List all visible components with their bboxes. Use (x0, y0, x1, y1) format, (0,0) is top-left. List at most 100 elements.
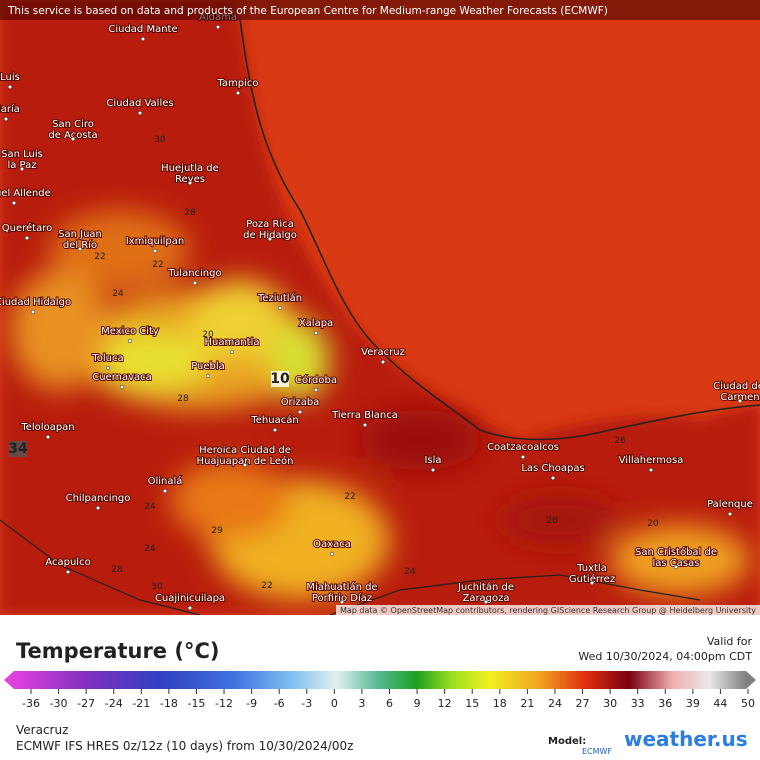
tick-label: -36 (22, 697, 40, 710)
city-label: Las Choapas (521, 463, 584, 474)
contour-label: 28 (546, 516, 558, 526)
city-dot (77, 246, 83, 252)
city-label: Huamantla (204, 337, 259, 348)
city-label: Ixmiquilpan (126, 236, 184, 247)
city-label: Tulancingo (167, 268, 221, 279)
city-dot (45, 434, 51, 440)
city-dot (737, 398, 743, 404)
city-label: San Cristóbal de las Casas (635, 546, 717, 569)
tick-label: -24 (104, 697, 123, 710)
tick-label: -18 (159, 697, 178, 710)
tick-label: 50 (741, 697, 755, 710)
city-label: Querétaro (2, 222, 52, 234)
city-dot (648, 467, 654, 473)
contour-box (9, 441, 27, 457)
city-dot (520, 454, 526, 460)
brand: weather.us (624, 727, 748, 751)
city-dot (65, 569, 71, 575)
tick-label: 15 (465, 697, 480, 710)
city-label: Tuxtla Gutiérrez (569, 563, 615, 585)
city-label: Miguel Allende (0, 188, 51, 199)
contour-label: 28 (184, 208, 196, 218)
city-label: Ciudad Mante (108, 24, 177, 35)
city-label: San Ciro de Acosta (48, 119, 97, 141)
tick-label: 0 (330, 697, 338, 710)
city-dot (589, 580, 595, 586)
contour-label: 22 (152, 260, 163, 270)
city-label: Huejutla de Reyes (161, 163, 219, 185)
model-name: ECMWF (582, 747, 613, 756)
city-dot (24, 235, 30, 241)
city-label: Poza Rica de Hidalgo (243, 219, 297, 241)
tick-label: -12 (215, 697, 234, 710)
city-label: Tierra Blanca (331, 410, 398, 421)
city-dot (483, 599, 489, 605)
contour-label: 24 (144, 544, 156, 554)
contour-label: 30 (151, 582, 163, 592)
contour-label: 24 (112, 289, 124, 299)
city-label: Acapulco (45, 557, 90, 568)
tick-label: 6 (386, 697, 393, 710)
contour-label: 22 (94, 252, 105, 262)
city-label: Tehuacán (250, 414, 298, 426)
city-dot (140, 36, 146, 42)
city-label: Orizaba (281, 397, 320, 408)
map-credits: Map data © OpenStreetMap contributors, r… (340, 606, 756, 615)
city-dot (727, 511, 733, 517)
contour-labels: 22 22 24 20 10 28 24 29 34 22 24 22 24 28 26 20 28 30 30 28 (8, 135, 659, 592)
city-label: Luis (0, 72, 20, 83)
city-dot (95, 505, 101, 511)
city-dot (267, 236, 273, 242)
city-label: Xalapa (299, 318, 333, 329)
city-dot (380, 359, 386, 365)
tick-label: 36 (658, 697, 673, 710)
contour-label: 22 (344, 492, 355, 502)
contour-label: 26 (614, 436, 626, 446)
tick-label: 24 (547, 697, 562, 710)
contour-label: 34 (8, 441, 28, 457)
tick-label: -21 (132, 697, 151, 710)
tick-label: -27 (77, 697, 96, 710)
contour-label: 22 (261, 581, 272, 591)
city-dot (430, 467, 436, 473)
tick-label: -6 (273, 697, 285, 710)
tick-label: -3 (301, 697, 313, 710)
city-dot (70, 136, 76, 142)
city-dot (313, 330, 319, 336)
city-label: Chilpancingo (66, 493, 131, 504)
city-label: Teloloapan (20, 422, 74, 433)
city-label: Juchitán de Zaragoza (457, 581, 514, 604)
contour-label: 10 (270, 371, 290, 387)
city-dot (127, 338, 133, 344)
city-label: Villahermosa (619, 455, 684, 466)
city-label: Mexico City (101, 326, 159, 337)
city-label: Veracruz (361, 347, 405, 358)
city-label: San Luis la Paz (1, 149, 43, 171)
contour-label: 28 (177, 394, 189, 404)
city-dot (192, 280, 198, 286)
tick-label: -15 (187, 697, 206, 710)
tick-label: 9 (413, 697, 421, 710)
city-label: Heroica Ciudad de Huajuapan de León (197, 445, 294, 467)
region: Veracruz (16, 723, 69, 737)
city-label: María (0, 103, 20, 115)
contour-label: 24 (144, 502, 156, 512)
tick-label: 30 (603, 697, 618, 710)
contour-box (271, 371, 289, 387)
city-dot (272, 427, 278, 433)
city-dot (105, 365, 111, 371)
city-label: Oaxaca (313, 539, 351, 550)
tick-label: 12 (437, 697, 452, 710)
contour-label: 29 (211, 526, 223, 536)
attribution: This service is based on data and produc… (7, 5, 608, 17)
city-dot (297, 409, 303, 415)
valid-label: Valid for (706, 635, 752, 648)
tick-label: 3 (358, 697, 366, 710)
contour-label: 28 (111, 565, 123, 575)
model-run: ECMWF IFS HRES 0z/12z (10 days) from 10/… (16, 739, 354, 753)
city-label: Olinalá (148, 475, 183, 487)
city-dot (187, 180, 193, 186)
tick-label: 33 (630, 697, 645, 710)
city-dot (329, 551, 335, 557)
